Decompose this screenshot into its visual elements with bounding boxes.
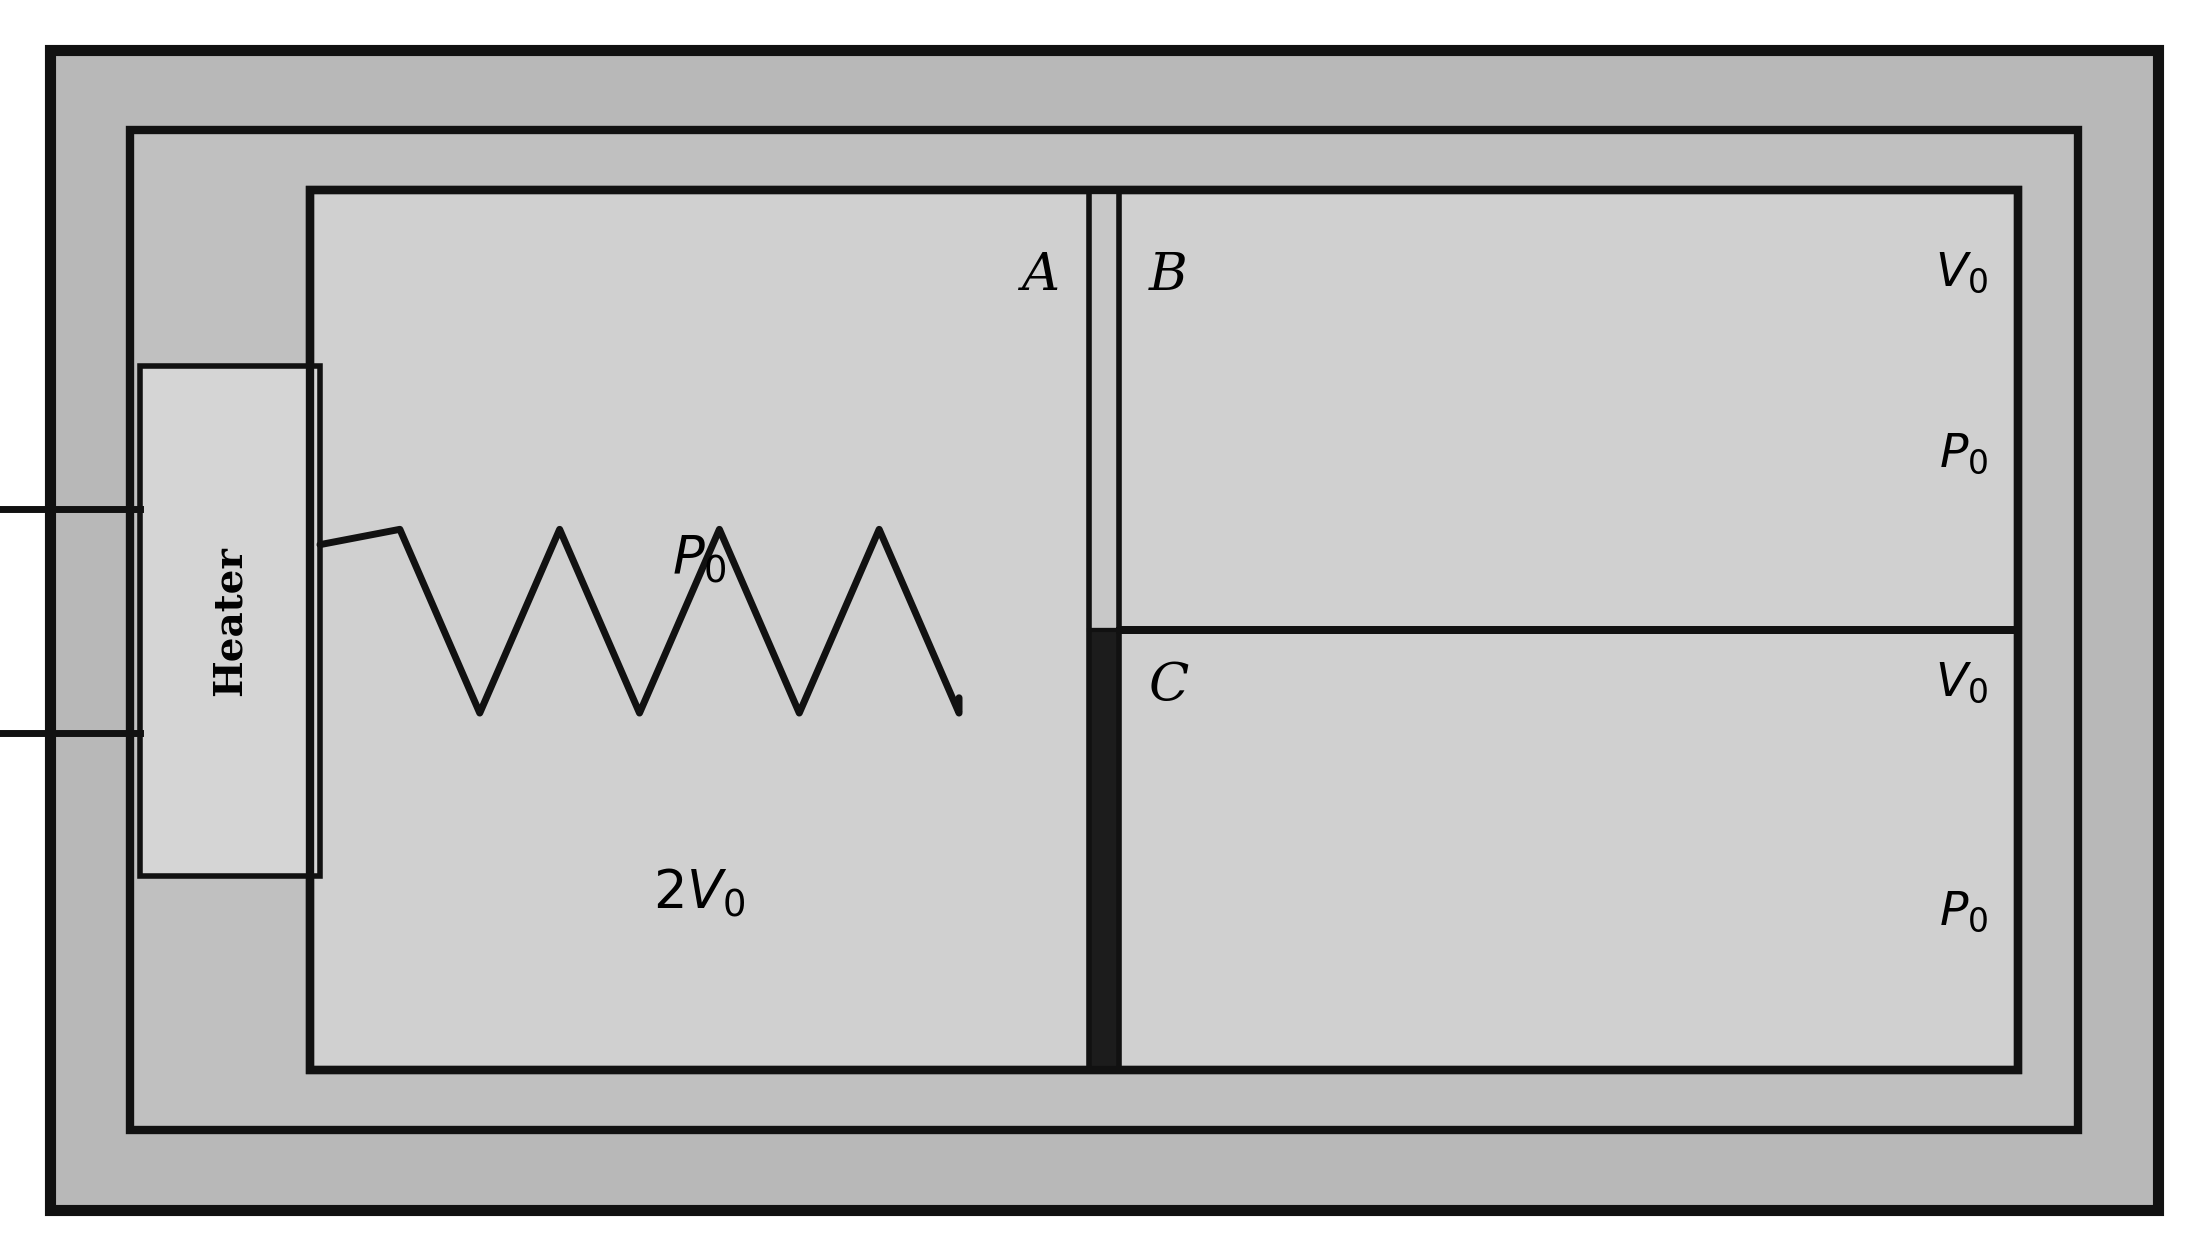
Text: B: B (1148, 249, 1188, 301)
Bar (130, 130, 2078, 1130)
Bar (1089, 190, 1119, 630)
Text: $P_0$: $P_0$ (1939, 890, 1987, 934)
Text: A: A (1020, 249, 1060, 301)
Bar (1089, 630, 1119, 1070)
Text: $V_0$: $V_0$ (1934, 249, 1987, 295)
Bar (309, 190, 2018, 1070)
Text: $P_0$: $P_0$ (671, 533, 726, 586)
Text: $2V_0$: $2V_0$ (654, 867, 746, 921)
Text: C: C (1148, 660, 1190, 711)
Text: $P_0$: $P_0$ (1939, 431, 1987, 476)
Bar (309, 190, 2018, 1070)
Bar (1119, 626, 2018, 634)
Text: $V_0$: $V_0$ (1934, 660, 1987, 706)
Text: Heater: Heater (212, 547, 250, 696)
Bar (139, 365, 320, 877)
